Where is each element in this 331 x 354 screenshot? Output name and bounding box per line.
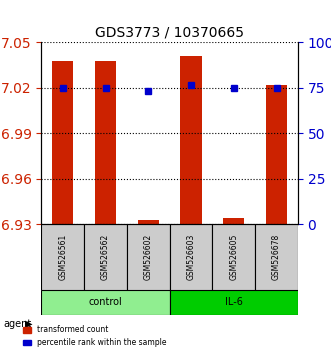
Text: GSM526605: GSM526605 xyxy=(229,234,238,280)
FancyBboxPatch shape xyxy=(255,224,298,290)
FancyBboxPatch shape xyxy=(169,224,213,290)
Bar xyxy=(266,85,287,224)
FancyBboxPatch shape xyxy=(41,224,84,290)
Text: GSM526602: GSM526602 xyxy=(144,234,153,280)
Title: GDS3773 / 10370665: GDS3773 / 10370665 xyxy=(95,26,244,40)
Bar xyxy=(180,56,202,224)
Text: agent: agent xyxy=(3,319,31,329)
Text: ▶: ▶ xyxy=(25,319,32,329)
FancyBboxPatch shape xyxy=(213,224,255,290)
FancyBboxPatch shape xyxy=(169,290,298,315)
FancyBboxPatch shape xyxy=(127,224,169,290)
Text: IL-6: IL-6 xyxy=(225,297,243,307)
Bar xyxy=(138,220,159,224)
Text: GSM526678: GSM526678 xyxy=(272,234,281,280)
Bar xyxy=(223,218,245,224)
Text: GSM526561: GSM526561 xyxy=(58,234,67,280)
Text: GSM526562: GSM526562 xyxy=(101,234,110,280)
Text: GSM526603: GSM526603 xyxy=(186,234,196,280)
Bar xyxy=(52,61,73,224)
Text: control: control xyxy=(89,297,122,307)
FancyBboxPatch shape xyxy=(41,290,169,315)
Bar xyxy=(95,61,116,224)
Legend: transformed count, percentile rank within the sample: transformed count, percentile rank withi… xyxy=(21,322,170,350)
FancyBboxPatch shape xyxy=(84,224,127,290)
